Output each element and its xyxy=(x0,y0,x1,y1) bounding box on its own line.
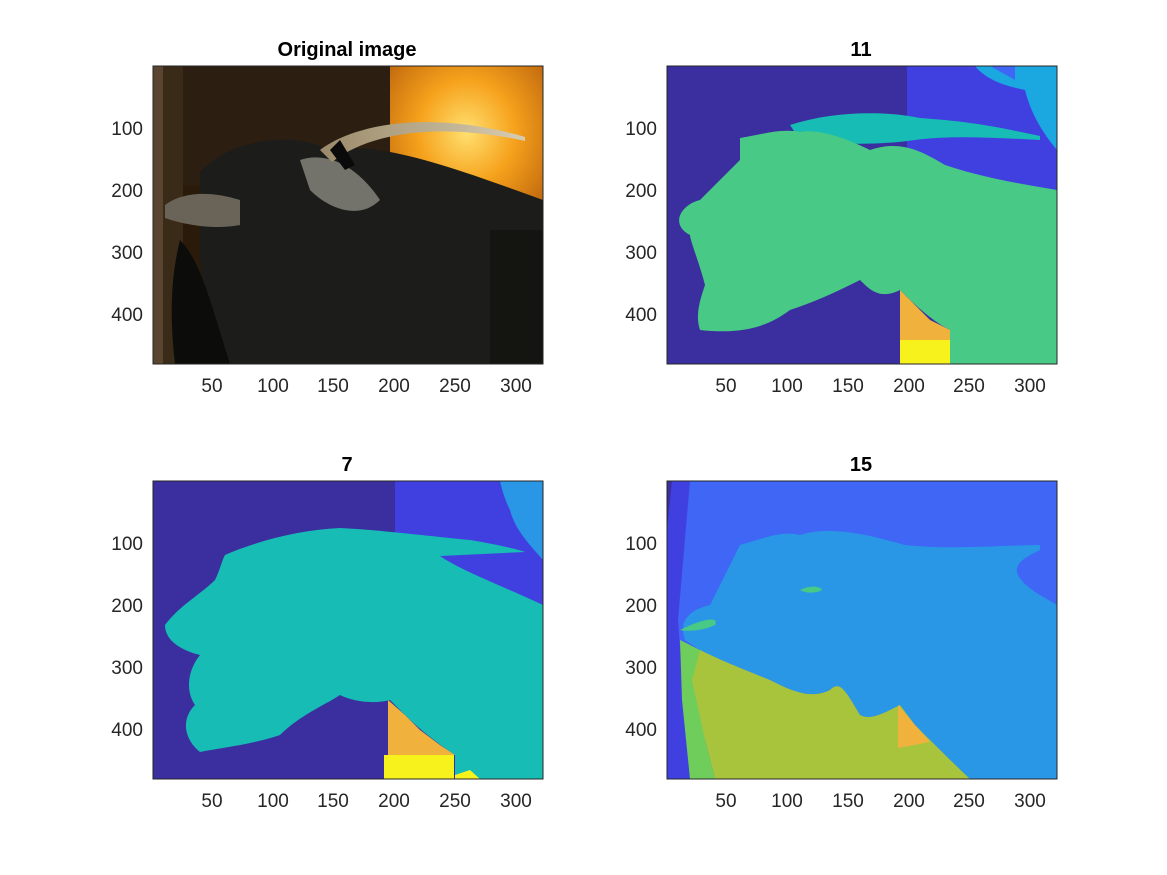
y-tick-label: 100 xyxy=(111,534,143,555)
x-tick-label: 150 xyxy=(317,376,349,397)
goat-photo xyxy=(153,66,543,364)
x-tick-label: 250 xyxy=(439,791,471,812)
y-tick-label: 400 xyxy=(625,720,657,741)
y-tick-label: 200 xyxy=(111,181,143,202)
subplot-title: Original image xyxy=(278,39,417,61)
y-tick-label: 200 xyxy=(111,596,143,617)
x-tick-label: 250 xyxy=(953,791,985,812)
x-tick-label: 100 xyxy=(771,376,803,397)
y-tick-label: 300 xyxy=(111,658,143,679)
x-tick-label: 200 xyxy=(378,791,410,812)
x-tick-label: 100 xyxy=(257,376,289,397)
y-tick-label: 300 xyxy=(625,658,657,679)
x-ticks: 50 100 150 200 250 300 xyxy=(715,791,1045,812)
subplot-segmentation-15: 15 50 100 150 200 250 300 100 200 300 40… xyxy=(625,454,1058,812)
subplot-title: 15 xyxy=(850,454,872,476)
subplot-title: 7 xyxy=(341,454,352,476)
subplot-original-image: Original image 50 100 150 200 250 xyxy=(111,39,544,397)
y-ticks: 100 200 300 400 xyxy=(625,534,657,741)
segmentation-map xyxy=(667,481,1057,779)
x-tick-label: 50 xyxy=(715,376,736,397)
x-tick-label: 50 xyxy=(715,791,736,812)
x-tick-label: 300 xyxy=(500,376,532,397)
subplot-segmentation-7: 7 50 100 150 200 250 300 100 200 300 400 xyxy=(111,454,544,812)
y-tick-label: 300 xyxy=(625,243,657,264)
x-ticks: 50 100 150 200 250 300 xyxy=(201,376,531,397)
x-tick-label: 300 xyxy=(1014,791,1046,812)
y-tick-label: 400 xyxy=(111,720,143,741)
y-tick-label: 200 xyxy=(625,181,657,202)
x-ticks: 50 100 150 200 250 300 xyxy=(715,376,1045,397)
axes-frame xyxy=(666,480,1058,780)
x-tick-label: 100 xyxy=(257,791,289,812)
segmentation-map xyxy=(153,481,543,779)
x-tick-label: 300 xyxy=(500,791,532,812)
y-tick-label: 100 xyxy=(111,119,143,140)
x-tick-label: 200 xyxy=(893,376,925,397)
axes-frame xyxy=(666,65,1058,365)
axes-frame xyxy=(152,65,544,365)
x-tick-label: 150 xyxy=(317,791,349,812)
x-tick-label: 50 xyxy=(201,791,222,812)
y-tick-label: 300 xyxy=(111,243,143,264)
y-tick-label: 100 xyxy=(625,534,657,555)
y-ticks: 100 200 300 400 xyxy=(111,534,143,741)
subplot-title: 11 xyxy=(850,39,871,61)
y-tick-label: 200 xyxy=(625,596,657,617)
x-tick-label: 300 xyxy=(1014,376,1046,397)
x-tick-label: 250 xyxy=(439,376,471,397)
y-tick-label: 100 xyxy=(625,119,657,140)
x-tick-label: 200 xyxy=(893,791,925,812)
y-tick-label: 400 xyxy=(111,305,143,326)
segmentation-map xyxy=(667,66,1057,364)
x-tick-label: 250 xyxy=(953,376,985,397)
x-tick-label: 150 xyxy=(832,791,864,812)
x-tick-label: 150 xyxy=(832,376,864,397)
x-tick-label: 100 xyxy=(771,791,803,812)
x-ticks: 50 100 150 200 250 300 xyxy=(201,791,531,812)
x-tick-label: 50 xyxy=(201,376,222,397)
x-tick-label: 200 xyxy=(378,376,410,397)
axes-frame xyxy=(152,480,544,780)
y-ticks: 100 200 300 400 xyxy=(111,119,143,326)
y-tick-label: 400 xyxy=(625,305,657,326)
y-ticks: 100 200 300 400 xyxy=(625,119,657,326)
subplot-segmentation-11: 11 50 100 150 200 250 300 100 200 300 40… xyxy=(625,39,1058,397)
